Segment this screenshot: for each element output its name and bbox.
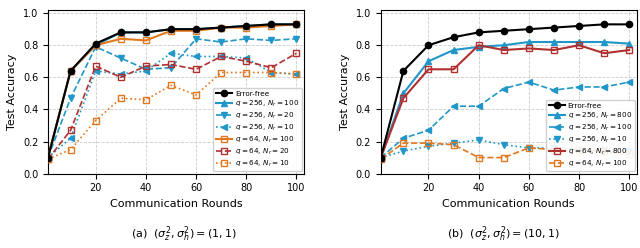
X-axis label: Communication Rounds: Communication Rounds	[109, 199, 243, 209]
Y-axis label: Test Accuracy: Test Accuracy	[7, 54, 17, 130]
Text: (a)  $(\sigma_z^2, \sigma_h^2) = (1, 1)$: (a) $(\sigma_z^2, \sigma_h^2) = (1, 1)$	[131, 225, 237, 245]
Legend: Error-free, $q=256,\,N_r=100$, $q=256,\,N_r=20$, $q=256,\,N_r=10$, $q=64,\,N_r=1: Error-free, $q=256,\,N_r=100$, $q=256,\,…	[213, 88, 302, 171]
X-axis label: Communication Rounds: Communication Rounds	[442, 199, 575, 209]
Y-axis label: Test Accuracy: Test Accuracy	[340, 54, 350, 130]
Text: (b)  $(\sigma_z^2, \sigma_h^2) = (10, 1)$: (b) $(\sigma_z^2, \sigma_h^2) = (10, 1)$	[447, 225, 561, 245]
Legend: Error-free, $q=256,\,N_r=800$, $q=256,\,N_r=100$, $q=256,\,N_r=10$, $q=64,\,N_r=: Error-free, $q=256,\,N_r=800$, $q=256,\,…	[546, 100, 635, 171]
